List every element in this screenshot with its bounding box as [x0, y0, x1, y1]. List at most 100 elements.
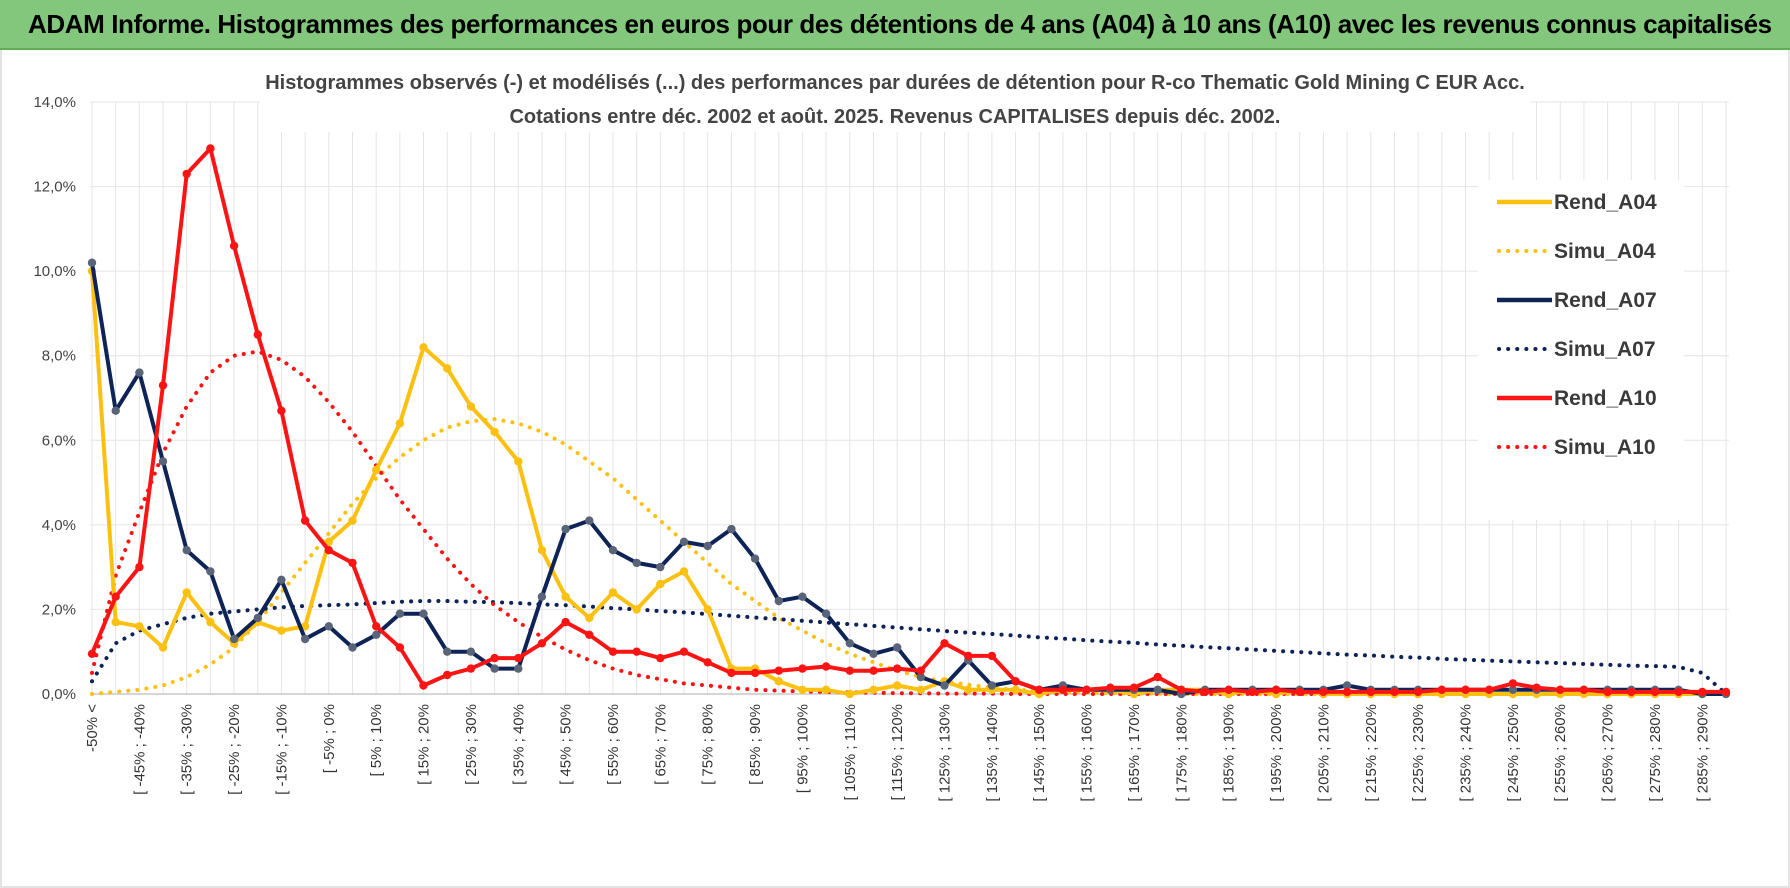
data-point: [1058, 685, 1068, 694]
data-point: [703, 541, 712, 551]
data-point: [727, 524, 736, 534]
data-point: [608, 588, 618, 597]
x-tick-label: [ 255% ; 260%: [1552, 704, 1569, 802]
data-point: [821, 685, 831, 694]
x-tick-label: [ 155% ; 160%: [1079, 704, 1096, 802]
legend-label: Simu_A07: [1554, 338, 1656, 361]
data-point: [1011, 685, 1020, 694]
data-point: [277, 626, 286, 635]
banner: ADAM Informe. Histogrammes des performan…: [0, 0, 1790, 50]
x-tick-label: [ 185% ; 190%: [1221, 704, 1238, 802]
data-point: [537, 546, 547, 555]
data-point: [1461, 685, 1470, 694]
data-point: [1674, 687, 1683, 697]
data-point: [372, 622, 381, 631]
series-line: [90, 146, 1726, 694]
data-point: [821, 609, 831, 618]
data-point: [443, 647, 452, 656]
data-point: [490, 653, 499, 663]
x-tick-label: [ 175% ; 180%: [1173, 704, 1190, 802]
data-point: [1153, 672, 1162, 682]
data-point: [893, 643, 902, 652]
legend-box: [1478, 180, 1684, 520]
data-point: [916, 672, 925, 682]
data-point: [111, 406, 120, 415]
series-Rend_A10: [87, 144, 1731, 697]
data-point: [206, 617, 215, 627]
x-tick-label: [ -35% ; -30%: [179, 704, 196, 795]
data-point: [135, 368, 144, 377]
data-point: [443, 364, 452, 373]
x-tick-label: -50% <: [84, 704, 101, 752]
data-point: [987, 681, 997, 690]
x-tick-label: [ 165% ; 170%: [1126, 704, 1143, 802]
y-tick-label: 6,0%: [42, 432, 76, 449]
data-point: [1342, 681, 1352, 690]
data-point: [869, 649, 878, 658]
x-tick-label: [ 245% ; 250%: [1505, 704, 1522, 802]
y-tick-label: 8,0%: [42, 348, 76, 365]
legend: Rend_A04 Simu_A04 Rend_A07 Simu_A07 Rend_A10…: [1497, 191, 1657, 459]
x-tick-label: [ 35% ; 40%: [510, 704, 527, 785]
series-Simu_A10: [90, 349, 1728, 696]
data-point: [158, 457, 168, 466]
data-point: [111, 592, 120, 601]
data-point: [916, 666, 925, 675]
data-point: [229, 241, 239, 250]
data-point: [821, 662, 831, 671]
data-point: [1485, 685, 1494, 694]
data-point: [774, 596, 783, 606]
x-tick-label: [ 65% ; 70%: [652, 704, 669, 785]
data-point: [893, 681, 902, 690]
data-point: [348, 643, 357, 652]
legend-label: Simu_A04: [1554, 240, 1656, 263]
x-tick-label: [ -45% ; -40%: [131, 704, 148, 795]
data-point: [1698, 687, 1707, 697]
data-point: [1153, 685, 1162, 694]
data-point: [324, 622, 333, 631]
data-point: [869, 685, 878, 694]
x-tick-label: [ 285% ; 290%: [1694, 704, 1711, 802]
data-point: [798, 592, 807, 601]
x-tick-label: [ 105% ; 110%: [842, 704, 859, 800]
legend-label: Rend_A10: [1554, 387, 1657, 410]
x-tick-label: [ 225% ; 230%: [1410, 704, 1427, 802]
data-point: [87, 649, 97, 658]
x-tick-label: [ 215% ; 220%: [1363, 704, 1380, 802]
legend-item-Simu_A04: Simu_A04: [1497, 240, 1656, 263]
data-point: [964, 651, 973, 661]
data-point: [395, 643, 405, 652]
series-Simu_A07: [90, 599, 1728, 696]
data-point: [656, 579, 665, 589]
data-point: [277, 575, 286, 584]
data-point: [1082, 685, 1091, 694]
y-tick-label: 0,0%: [42, 686, 76, 703]
x-tick-label: [ 145% ; 150%: [1031, 704, 1048, 802]
data-point: [916, 685, 925, 694]
data-point: [1437, 685, 1447, 694]
data-point: [679, 567, 689, 576]
data-point: [229, 634, 239, 644]
x-tick-label: [ 235% ; 240%: [1458, 704, 1475, 802]
data-point: [774, 666, 783, 675]
data-point: [750, 554, 760, 563]
data-point: [1271, 685, 1281, 694]
data-point: [1721, 687, 1731, 697]
data-point: [561, 524, 570, 534]
series-line: [90, 349, 1728, 696]
data-point: [1035, 685, 1044, 694]
data-point: [561, 617, 570, 627]
legend-label: Rend_A04: [1554, 191, 1657, 214]
data-point: [537, 592, 547, 601]
data-point: [372, 630, 381, 639]
data-point: [206, 144, 215, 153]
data-point: [703, 658, 712, 667]
data-point: [490, 427, 499, 436]
data-point: [656, 562, 665, 572]
x-tick-label: [ 275% ; 280%: [1647, 704, 1664, 802]
data-point: [419, 681, 428, 690]
data-point: [324, 537, 333, 546]
series-line: [90, 599, 1728, 696]
chart-subtitle: Cotations entre déc. 2002 et août. 2025.…: [509, 106, 1280, 128]
data-point: [300, 516, 310, 525]
